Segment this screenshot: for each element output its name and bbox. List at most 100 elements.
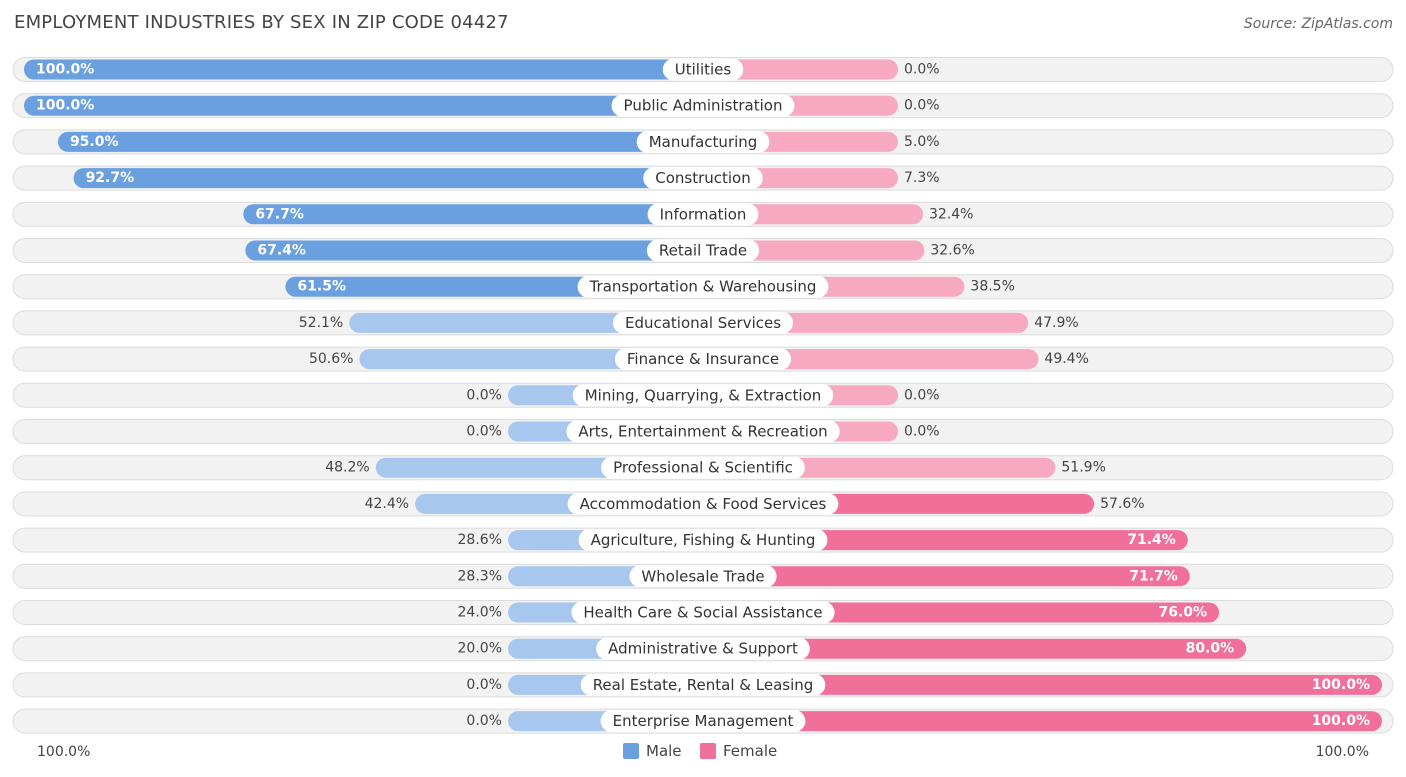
axis-left-label: 100.0% (37, 744, 91, 760)
bar-male (24, 95, 703, 116)
bar-female (703, 674, 1382, 695)
legend-label-male: Male (646, 742, 682, 760)
bar-male (24, 59, 703, 80)
category-pill (577, 275, 829, 298)
category-label: Educational Services (625, 314, 781, 332)
bar-label-male: 50.6% (309, 351, 353, 367)
category-pill (567, 492, 839, 515)
bar-label-male: 0.0% (466, 387, 502, 403)
bar-female (703, 204, 923, 225)
category-label: Utilities (675, 61, 732, 79)
chart-title: EMPLOYMENT INDUSTRIES BY SEX IN ZIP CODE… (14, 12, 509, 33)
bar-label-female: 32.4% (929, 206, 973, 222)
category-pill (578, 529, 828, 552)
bar-label-female: 5.0% (904, 134, 940, 150)
legend-label-female: Female (723, 742, 778, 760)
bar-label-female: 0.0% (904, 98, 940, 114)
category-pill (566, 420, 840, 443)
bar-label-female: 100.0% (1312, 677, 1370, 693)
bar-male (57, 131, 703, 152)
category-label: Public Administration (624, 97, 783, 115)
legend-swatch-male (623, 743, 639, 759)
chart-canvas: 100.0% 0.0% Utilities 100.0% 0.0% Public Admi… (12, 57, 1394, 734)
bar-male (243, 204, 703, 225)
bar-label-female: 38.5% (970, 279, 1014, 295)
category-label: Wholesale Trade (641, 567, 764, 585)
category-pill (647, 203, 759, 226)
bar-female (703, 711, 1382, 732)
bar-label-female: 47.9% (1034, 315, 1078, 331)
bar-label-female: 100.0% (1312, 713, 1370, 729)
bar-label-female: 0.0% (904, 424, 940, 440)
source-label: Source: ZipAtlas.com (1243, 16, 1393, 32)
legend-swatch-female (700, 743, 716, 759)
bar-label-female: 80.0% (1186, 641, 1235, 657)
legend-item-male[interactable]: Male (623, 742, 682, 760)
category-pill (636, 130, 770, 153)
category-label: Information (660, 205, 747, 223)
bar-label-male: 0.0% (466, 677, 502, 693)
bar-label-female: 76.0% (1158, 605, 1207, 621)
bar-label-male: 0.0% (466, 713, 502, 729)
category-label: Health Care & Social Assistance (583, 604, 822, 622)
bar-label-male: 0.0% (466, 424, 502, 440)
bar-label-male: 61.5% (297, 279, 346, 295)
category-label: Professional & Scientific (613, 459, 793, 477)
bar-label-male: 95.0% (70, 134, 119, 150)
bar-label-male: 100.0% (36, 98, 94, 114)
category-pill (611, 94, 795, 117)
bar-male (73, 168, 703, 189)
category-pill (572, 384, 834, 407)
bar-female (703, 59, 898, 80)
category-label: Manufacturing (649, 133, 758, 151)
category-label: Real Estate, Rental & Leasing (593, 676, 814, 694)
category-label: Retail Trade (659, 242, 747, 260)
bar-label-female: 7.3% (904, 170, 940, 186)
category-label: Arts, Entertainment & Recreation (578, 423, 827, 441)
category-pill (646, 239, 760, 262)
bar-female (703, 566, 1190, 587)
category-label: Transportation & Warehousing (589, 278, 817, 296)
category-label: Finance & Insurance (627, 350, 779, 368)
category-pill (601, 456, 805, 479)
bar-label-male: 24.0% (458, 605, 502, 621)
axis-right-label: 100.0% (1315, 744, 1369, 760)
bar-male (245, 240, 703, 261)
category-pill (596, 637, 810, 660)
bar-label-male: 52.1% (299, 315, 343, 331)
category-label: Agriculture, Fishing & Hunting (591, 531, 816, 549)
category-pill (571, 601, 835, 624)
category-label: Accommodation & Food Services (580, 495, 827, 513)
category-pill (643, 167, 763, 190)
category-label: Enterprise Management (613, 712, 794, 730)
bar-label-female: 49.4% (1044, 351, 1088, 367)
bar-label-female: 0.0% (904, 62, 940, 78)
category-pill (612, 311, 794, 334)
bar-female (703, 638, 1247, 659)
bar-label-male: 20.0% (458, 641, 502, 657)
bar-label-male: 67.7% (255, 206, 304, 222)
bar-label-male: 100.0% (36, 62, 94, 78)
bar-label-female: 71.7% (1129, 568, 1178, 584)
bar-label-female: 32.6% (930, 243, 974, 259)
bar-female (703, 240, 925, 261)
category-pill (580, 673, 826, 696)
category-label: Mining, Quarrying, & Extraction (585, 386, 822, 404)
bar-label-female: 57.6% (1100, 496, 1144, 512)
category-pill (662, 58, 744, 81)
legend-item-female[interactable]: Female (700, 742, 777, 760)
category-label: Construction (655, 169, 751, 187)
bar-label-male: 92.7% (86, 170, 135, 186)
category-pill (614, 348, 792, 371)
category-label: Administrative & Support (608, 640, 798, 658)
bar-label-female: 71.4% (1127, 532, 1176, 548)
bar-label-male: 42.4% (365, 496, 409, 512)
bar-label-female: 51.9% (1061, 460, 1105, 476)
bar-label-female: 0.0% (904, 387, 940, 403)
category-pill (629, 565, 777, 588)
category-pill (600, 710, 806, 733)
bar-label-male: 28.6% (458, 532, 502, 548)
legend: Male Female (0, 742, 1406, 762)
bar-label-male: 28.3% (458, 568, 502, 584)
bar-label-male: 67.4% (257, 243, 306, 259)
